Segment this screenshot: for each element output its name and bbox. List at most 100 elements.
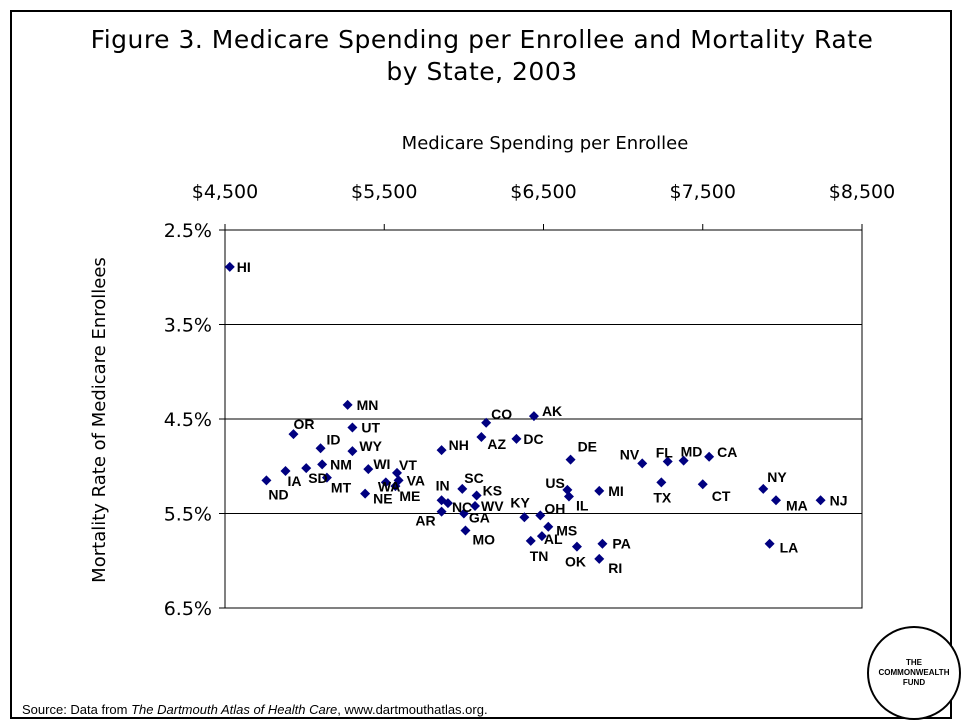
point-hi	[224, 261, 235, 272]
point-label-wy: WY	[359, 438, 382, 454]
point-ri	[594, 553, 605, 564]
chart-title: Figure 3. Medicare Spending per Enrollee…	[0, 24, 964, 88]
point-label-ne: NE	[373, 491, 392, 507]
point-label-nj: NJ	[830, 492, 848, 508]
point-label-ks: KS	[483, 483, 502, 499]
point-oh	[535, 510, 546, 521]
point-label-ms: MS	[556, 523, 577, 539]
point-label-ak: AK	[542, 403, 562, 419]
x-tick-label: $7,500	[670, 181, 736, 203]
point-label-mn: MN	[357, 397, 379, 413]
point-label-nv: NV	[620, 446, 640, 462]
commonwealth-fund-logo: THE COMMONWEALTH FUND	[867, 626, 961, 720]
gridlines	[225, 324, 862, 514]
point-ky	[519, 512, 530, 523]
point-wi	[363, 464, 374, 475]
point-wy	[347, 446, 358, 457]
point-label-pa: PA	[612, 536, 630, 552]
source-prefix: Source: Data from	[22, 702, 132, 717]
y-tick-label: 6.5%	[164, 598, 212, 620]
point-label-nm: NM	[330, 456, 352, 472]
source-suffix: , www.dartmouthatlas.org.	[337, 702, 488, 717]
point-mo	[460, 525, 471, 536]
point-nd	[261, 475, 272, 486]
logo-line3: FUND	[902, 678, 926, 687]
point-co	[481, 417, 492, 428]
point-ia	[280, 465, 291, 476]
point-us	[562, 484, 573, 495]
point-label-wi: WI	[373, 456, 390, 472]
point-label-de: DE	[578, 439, 597, 455]
point-az	[476, 431, 487, 442]
point-label-al: AL	[544, 531, 563, 547]
point-label-ny: NY	[767, 469, 787, 485]
point-tn	[525, 535, 536, 546]
point-ak	[528, 411, 539, 422]
point-ar	[436, 506, 447, 517]
point-label-dc: DC	[523, 431, 543, 447]
point-label-or: OR	[293, 416, 314, 432]
point-label-nh: NH	[449, 437, 469, 453]
point-ne	[360, 488, 371, 499]
point-de	[565, 454, 576, 465]
point-ok	[571, 541, 582, 552]
x-axis-label: Medicare Spending per Enrollee	[402, 133, 689, 154]
point-ut	[347, 422, 358, 433]
point-label-tx: TX	[653, 489, 672, 505]
data-points	[224, 261, 826, 564]
point-label-me: ME	[399, 488, 420, 504]
point-vt	[391, 467, 402, 478]
point-sd	[301, 463, 312, 474]
point-nc	[442, 498, 453, 509]
point-label-tn: TN	[530, 548, 549, 564]
point-nv	[637, 458, 648, 469]
point-label-sc: SC	[464, 470, 483, 486]
point-nj	[815, 495, 826, 506]
point-al	[536, 531, 547, 542]
point-md	[678, 455, 689, 466]
point-il	[563, 491, 574, 502]
point-sc	[457, 483, 468, 494]
point-ks	[471, 490, 482, 501]
point-ga	[458, 508, 469, 519]
point-label-us: US	[545, 475, 564, 491]
point-label-la: LA	[780, 540, 799, 556]
x-tick-label: $5,500	[351, 181, 417, 203]
point-label-ia: IA	[288, 473, 302, 489]
point-label-co: CO	[491, 406, 512, 422]
point-ca	[704, 451, 715, 462]
point-tx	[656, 477, 667, 488]
point-label-va: VA	[407, 472, 425, 488]
point-label-ok: OK	[565, 554, 586, 570]
point-label-mi: MI	[608, 483, 624, 499]
point-nm	[317, 459, 328, 470]
logo-line2: COMMONWEALTH	[878, 668, 950, 677]
point-label-mo: MO	[472, 532, 495, 548]
point-label-ut: UT	[361, 420, 380, 436]
chart-title-line2: by State, 2003	[386, 57, 578, 86]
point-label-md: MD	[681, 444, 703, 460]
point-label-ky: KY	[510, 494, 530, 510]
point-label-mt: MT	[331, 480, 352, 496]
point-label-ct: CT	[712, 488, 731, 504]
point-ma	[771, 495, 782, 506]
point-label-ma: MA	[786, 497, 808, 513]
y-tick-label: 3.5%	[164, 315, 212, 337]
point-label-ar: AR	[415, 513, 435, 529]
point-label-az: AZ	[487, 436, 506, 452]
y-tick-label: 4.5%	[164, 409, 212, 431]
point-mi	[594, 485, 605, 496]
point-mn	[342, 399, 353, 410]
point-nh	[436, 445, 447, 456]
x-tick-label: $8,500	[829, 181, 895, 203]
x-tick-label: $4,500	[192, 181, 258, 203]
source-note: Source: Data from The Dartmouth Atlas of…	[22, 702, 488, 717]
point-fl	[662, 456, 673, 467]
point-label-wv: WV	[481, 498, 504, 514]
point-va	[393, 475, 404, 486]
point-label-nd: ND	[268, 486, 288, 502]
point-mt	[321, 472, 332, 483]
point-ct	[697, 479, 708, 490]
